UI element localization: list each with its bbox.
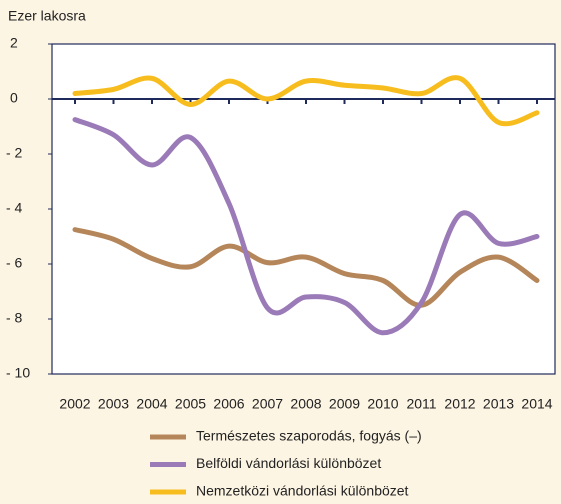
series-line [72, 75, 540, 127]
x-tick-label: 2011 [406, 396, 436, 412]
series-line [72, 117, 540, 336]
y-tick-label: - 6 [6, 255, 23, 271]
plot-area [51, 43, 556, 375]
legend-label: Természetes szaporodás, fogyás (–) [196, 428, 422, 444]
legend-label: Nemzetközi vándorlási különbözet [196, 483, 409, 499]
x-tick-label: 2004 [136, 396, 167, 412]
legend-label: Belföldi vándorlási különbözet [196, 455, 381, 471]
x-tick-label: 2002 [59, 396, 90, 412]
y-tick-label: - 10 [6, 365, 30, 381]
x-tick-label: 2014 [521, 396, 552, 412]
y-tick-label: 0 [10, 90, 18, 106]
x-tick-label: 2010 [367, 396, 398, 412]
y-tick-label: - 2 [6, 145, 23, 161]
x-tick-label: 2007 [252, 396, 283, 412]
y-axis-label: Ezer lakosra [8, 8, 86, 24]
x-tick-label: 2005 [175, 396, 206, 412]
y-tick-label: 2 [10, 35, 18, 51]
x-tick-label: 2003 [98, 396, 129, 412]
x-tick-label: 2013 [483, 396, 514, 412]
x-tick-label: 2008 [290, 396, 321, 412]
series-line [72, 227, 540, 308]
y-tick-label: - 4 [6, 200, 23, 216]
x-tick-label: 2009 [329, 396, 360, 412]
y-tick-label: - 8 [6, 310, 23, 326]
x-tick-label: 2006 [213, 396, 244, 412]
x-tick-label: 2012 [444, 396, 475, 412]
